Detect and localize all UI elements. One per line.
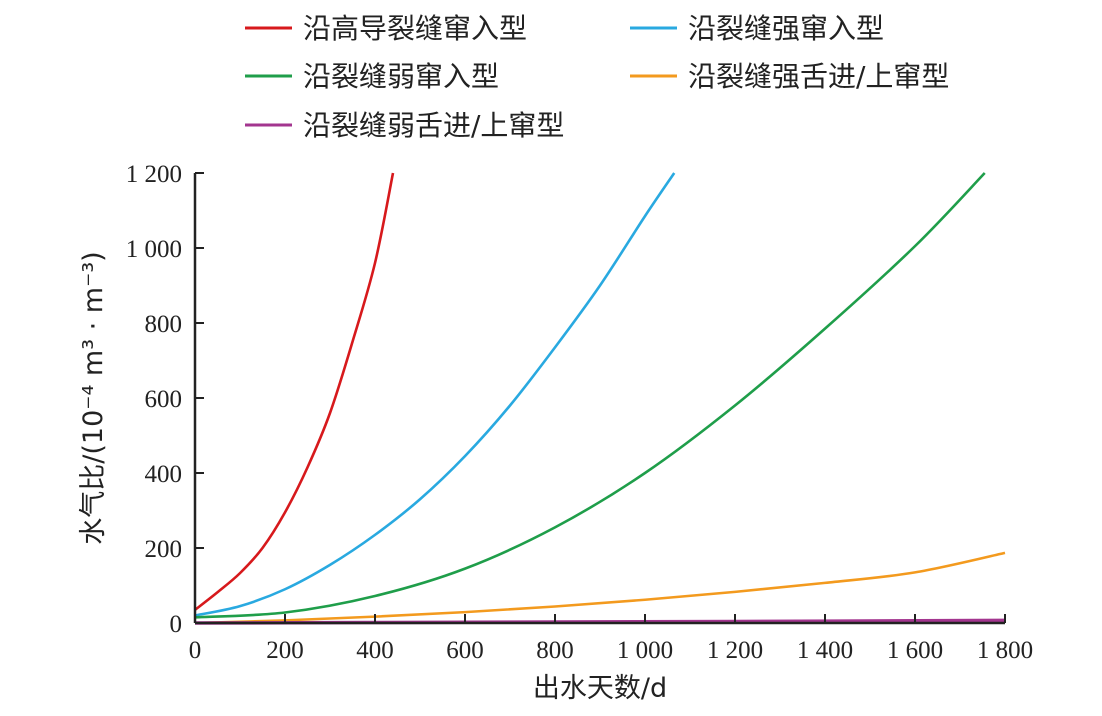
x-ticks: 0 200 400 600 800 1 000 1 200 1 400 1 600 1 800 bbox=[189, 614, 1033, 664]
legend-label-1: 沿裂缝强窜入型 bbox=[688, 12, 884, 45]
legend-label-2: 沿裂缝弱窜入型 bbox=[303, 60, 499, 93]
series-layer bbox=[194, 172, 1006, 625]
y-tick-label: 800 bbox=[145, 311, 183, 338]
x-tick-label: 800 bbox=[536, 637, 574, 664]
legend-entry-1: 沿裂缝强窜入型 bbox=[630, 12, 884, 45]
legend-entry-4: 沿裂缝弱舌进/上窜型 bbox=[245, 109, 564, 142]
legend-label-4: 沿裂缝弱舌进/上窜型 bbox=[303, 109, 564, 142]
series-line-0 bbox=[194, 172, 395, 611]
series-line-1 bbox=[194, 172, 676, 617]
x-tick-label: 1 000 bbox=[617, 637, 673, 664]
legend-entry-2: 沿裂缝弱窜入型 bbox=[245, 60, 499, 93]
series-line-3 bbox=[194, 551, 1006, 625]
x-tick-label: 600 bbox=[446, 637, 484, 664]
axes: 0 200 400 600 800 1 000 1 200 1 400 1 600 1 800 0… bbox=[126, 161, 1033, 664]
legend-entry-3: 沿裂缝强舌进/上窜型 bbox=[630, 60, 949, 93]
x-axis-label: 出水天数/d bbox=[533, 673, 667, 704]
y-tick-label: 600 bbox=[145, 386, 183, 413]
legend: 沿高导裂缝窜入型 沿裂缝强窜入型 沿裂缝弱窜入型 沿裂缝强舌进/上窜型 沿裂缝弱… bbox=[245, 12, 949, 142]
legend-entry-0: 沿高导裂缝窜入型 bbox=[245, 12, 527, 45]
x-tick-label: 1 200 bbox=[707, 637, 763, 664]
y-tick-label: 0 bbox=[170, 611, 183, 638]
x-tick-label: 0 bbox=[189, 637, 202, 664]
y-tick-label: 200 bbox=[145, 536, 183, 563]
x-tick-label: 400 bbox=[356, 637, 394, 664]
x-tick-label: 1 800 bbox=[977, 637, 1033, 664]
series-line-2 bbox=[194, 172, 986, 619]
x-tick-label: 1 400 bbox=[797, 637, 853, 664]
y-tick-label: 1 000 bbox=[126, 236, 182, 263]
y-tick-label: 1 200 bbox=[126, 161, 182, 188]
y-axis-label: 水气比/(10⁻⁴ m³ · m⁻³) bbox=[78, 251, 109, 544]
x-tick-label: 1 600 bbox=[887, 637, 943, 664]
y-ticks: 0 200 400 600 800 1 000 1 200 bbox=[126, 161, 204, 638]
legend-label-0: 沿高导裂缝窜入型 bbox=[303, 12, 527, 45]
x-tick-label: 200 bbox=[266, 637, 304, 664]
y-tick-label: 400 bbox=[145, 461, 183, 488]
legend-label-3: 沿裂缝强舌进/上窜型 bbox=[688, 60, 949, 93]
